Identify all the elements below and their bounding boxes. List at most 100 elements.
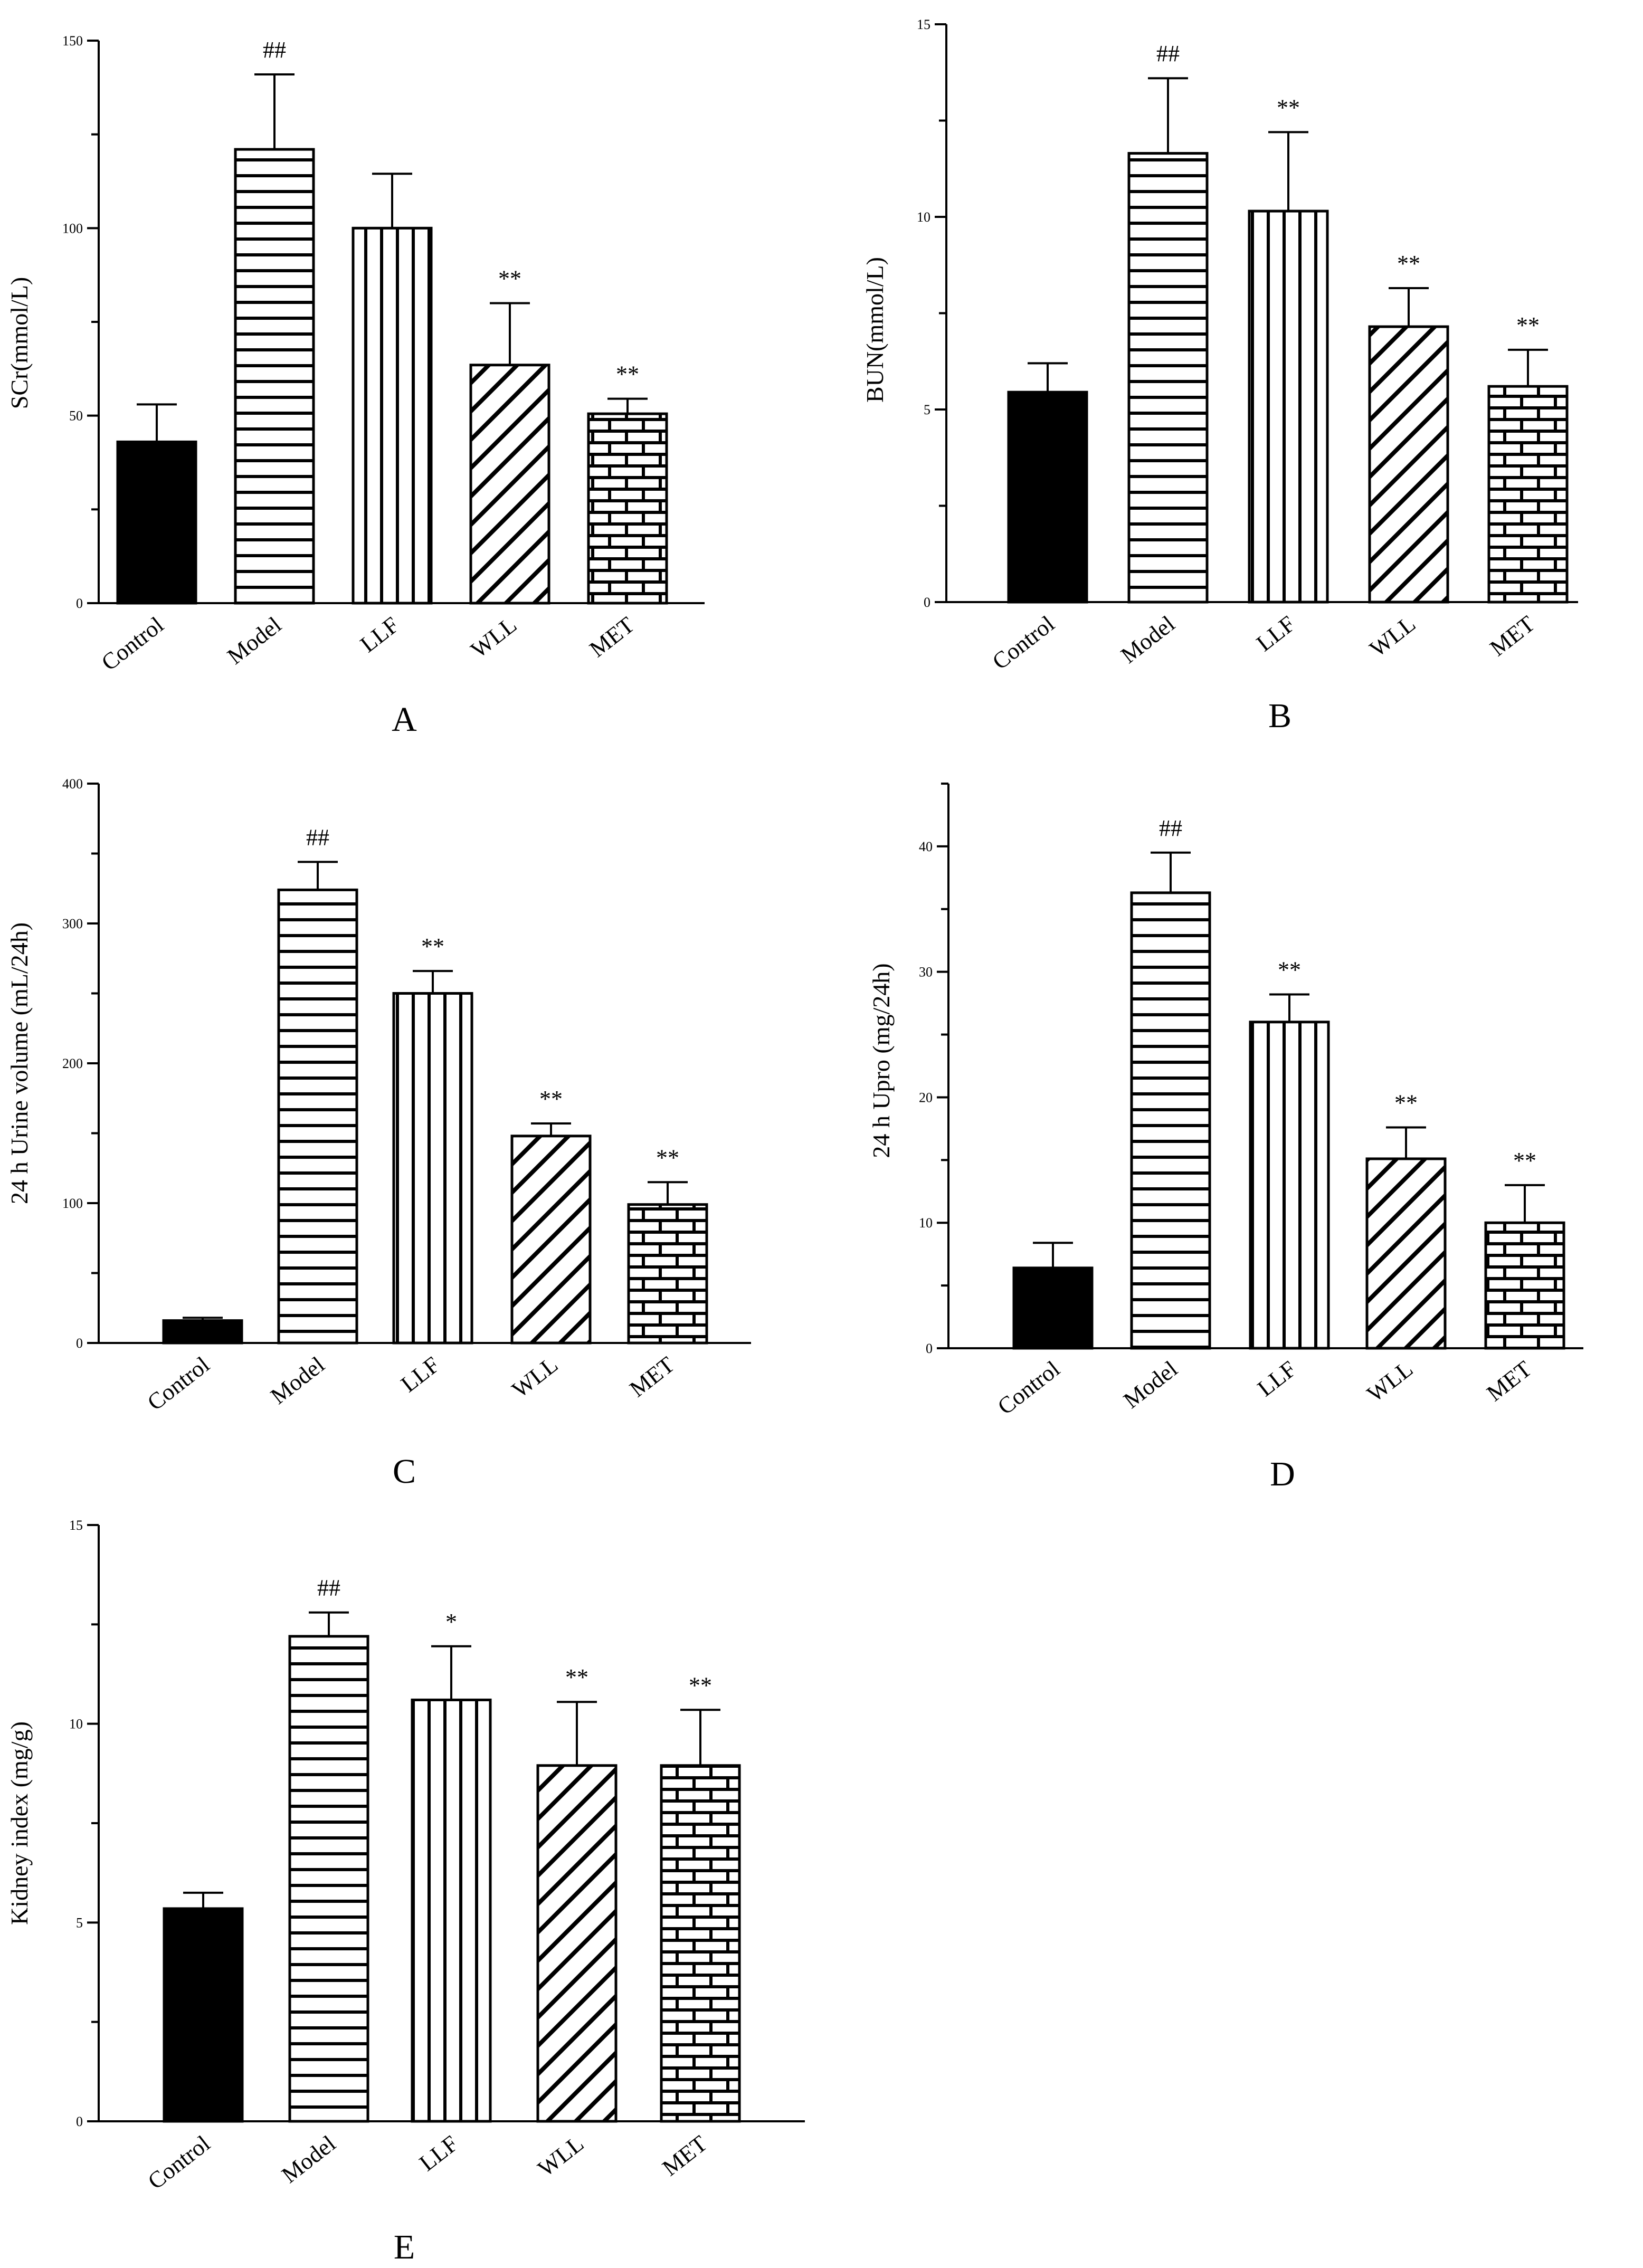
panel-a-ytick-label: 50 [69,408,83,424]
panel-c-ytick-label: 200 [62,1056,83,1071]
panel-c-bar-control [162,1319,243,1345]
panel-e-bar-llf [411,1698,492,2123]
panel-e-bar-control [163,1907,244,2123]
panel-c-ytick-label: 400 [62,776,83,792]
panel-d: 0 10 20 30 40 24 h Upro (mg/24h) Control ## Mode… [868,783,1583,1493]
panel-a-category-model: Model [222,612,286,669]
panel-b-annotation-wll: ** [1397,251,1420,277]
panel-b-bar-wll [1368,325,1449,604]
panel-e-bar-met [660,1764,741,2123]
panel-b-bar-control [1007,390,1088,604]
panel-c-category-control: Control [143,1351,214,1415]
panel-e-bar-wll [536,1764,618,2123]
panel-a-category-wll: WLL [466,612,521,663]
panel-c-annotation-met: ** [656,1145,679,1170]
panel-e-annotation-wll: ** [565,1664,588,1690]
panel-b-bar-llf [1248,209,1329,604]
panel-d-category-control: Control [993,1356,1065,1419]
panel-c-bar-llf [392,992,473,1345]
panel-d-bar-llf [1249,1021,1330,1350]
panel-a: 0 50 100 150 SCr(mmol/L) Control ## Model LLF ** W… [6,33,705,739]
panel-a-ylabel: SCr(mmol/L) [6,277,33,409]
panel-c-annotation-model: ## [306,824,329,850]
panel-b-category-met: MET [1485,611,1540,661]
panel-b-ylabel: BUN(mmol/L) [861,257,888,403]
panel-b-ytick-label: 10 [917,209,930,225]
panel-e-ytick-label: 0 [76,2114,83,2129]
panel-c-ylabel: 24 h Urine volume (mL/24h) [6,922,33,1204]
panel-a-bar-llf [352,226,433,605]
panel-e-category-met: MET [658,2130,712,2181]
panel-e-label: E [394,2228,415,2266]
panel-d-ylabel: 24 h Upro (mg/24h) [868,963,895,1158]
panel-c-bar-met [627,1203,708,1345]
panel-e: 0 5 10 15 Kidney index (mg/g) Control ## Model *… [6,1518,805,2266]
panel-e-category-model: Model [277,2130,340,2188]
panel-d-annotation-model: ## [1159,815,1182,841]
panel-d-ytick-label: 30 [919,965,933,980]
panel-a-annotation-met: ** [616,361,639,387]
panel-a-ytick-label: 100 [62,221,83,236]
panel-a-category-met: MET [585,612,639,662]
panel-d-ytick-label: 0 [926,1341,933,1356]
panel-c-annotation-llf: ** [421,933,444,959]
panel-d-bar-wll [1365,1157,1447,1350]
panel-e-annotation-model: ## [317,1575,340,1601]
panel-c-ytick-label: 100 [62,1196,83,1211]
panel-b: 0 5 10 15 BUN(mmol/L) Control ## Model ** LLF ** WL… [861,17,1578,735]
panel-d-bar-met [1484,1221,1565,1350]
panel-b-annotation-llf: ** [1277,94,1300,120]
panel-e-ylabel: Kidney index (mg/g) [6,1721,33,1925]
panel-b-category-wll: WLL [1365,611,1420,662]
panel-a-bar-control [116,440,197,605]
panel-a-bar-wll [469,364,550,605]
panel-b-label: B [1268,697,1291,735]
panel-d-category-met: MET [1482,1356,1536,1406]
panel-e-ytick-label: 15 [69,1518,83,1533]
panel-d-ytick-label: 20 [919,1090,933,1105]
panel-d-annotation-llf: ** [1278,957,1301,983]
panel-d-category-llf: LLF [1252,1356,1301,1402]
panel-c-category-model: Model [265,1351,329,1409]
panel-a-annotation-model: ## [263,37,286,63]
panel-c-category-llf: LLF [396,1351,444,1397]
panel-d-annotation-met: ** [1513,1148,1536,1174]
panel-c-label: C [393,1452,416,1491]
panel-c-category-met: MET [625,1351,679,1402]
panel-d-label: D [1270,1455,1295,1493]
panel-b-ytick-label: 15 [917,17,930,32]
panel-a-ytick-label: 0 [76,596,83,611]
panel-e-ytick-label: 10 [69,1717,83,1732]
panel-d-bar-control [1012,1266,1094,1350]
panel-e-annotation-llf: * [445,1609,457,1635]
panel-c-category-wll: WLL [507,1351,563,1403]
panel-c-bar-model [277,888,358,1345]
panel-e-ytick-label: 5 [76,1915,83,1930]
panel-d-category-wll: WLL [1362,1356,1418,1407]
panel-c-ytick-label: 0 [76,1336,83,1351]
panel-c-annotation-wll: ** [539,1086,563,1112]
panel-b-annotation-met: ** [1516,312,1540,338]
panel-a-category-llf: LLF [355,612,404,657]
panel-a-bar-met [587,412,668,605]
panel-d-annotation-wll: ** [1394,1090,1418,1116]
panel-e-bar-model [288,1635,369,2123]
panel-e-category-wll: WLL [533,2130,588,2181]
panel-d-category-model: Model [1118,1356,1182,1413]
panel-e-category-llf: LLF [414,2130,463,2176]
panel-c-ytick-label: 300 [62,916,83,931]
panel-b-category-control: Control [987,611,1059,674]
panel-d-ytick-label: 10 [919,1215,933,1231]
panel-b-category-model: Model [1116,611,1180,668]
panel-b-bar-model [1127,152,1209,604]
panel-b-category-llf: LLF [1251,611,1300,656]
panel-d-bar-model [1130,891,1211,1350]
panel-a-ytick-label: 150 [62,33,83,49]
panel-a-category-control: Control [97,612,168,675]
panel-e-category-control: Control [143,2130,215,2194]
panel-b-ytick-label: 5 [924,402,930,417]
panel-b-annotation-model: ## [1156,41,1180,66]
panel-e-annotation-met: ** [689,1672,712,1698]
panel-a-annotation-wll: ** [498,265,521,291]
panel-c-bar-wll [510,1135,592,1345]
